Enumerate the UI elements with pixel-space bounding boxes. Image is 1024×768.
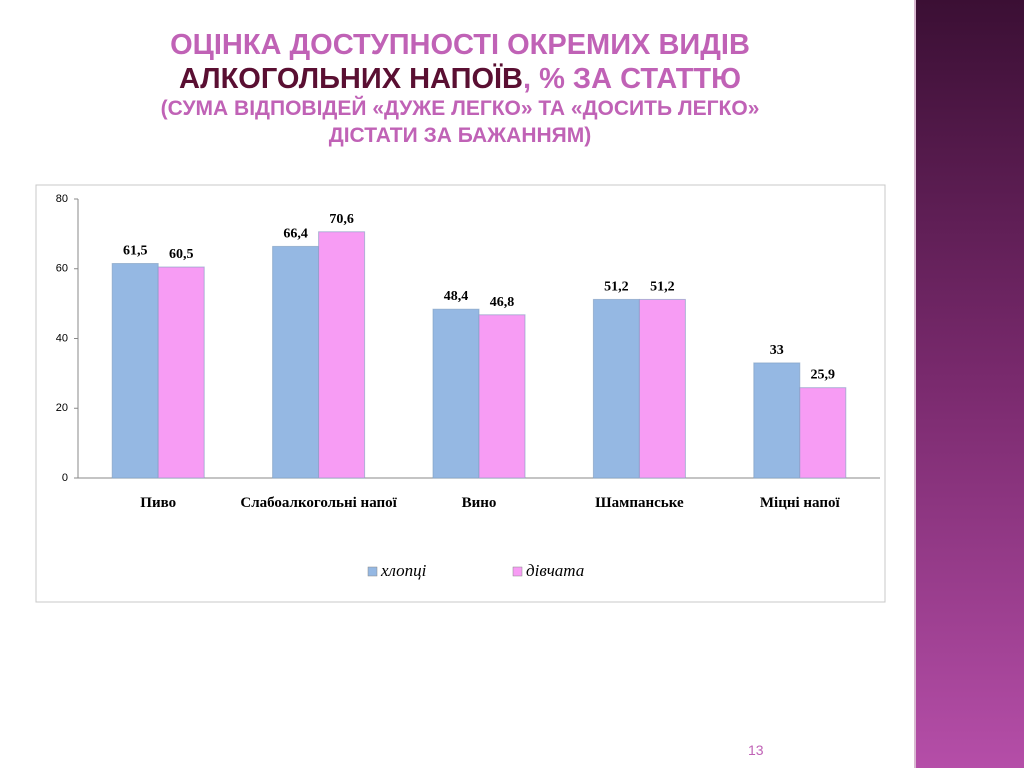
x-tick-label: Вино	[461, 495, 497, 511]
bar	[753, 362, 801, 479]
x-tick-label-box: Шампанське	[595, 495, 684, 511]
title-line: ОЦІНКА ДОСТУПНОСТІ ОКРЕМИХ ВИДІВ	[170, 29, 750, 61]
title-part: , % ЗА СТАТТЮ	[522, 63, 742, 96]
bar	[111, 263, 159, 479]
data-label: 25,9	[811, 368, 836, 383]
legend-label: дівчата	[526, 561, 584, 580]
data-label: 66,4	[283, 226, 308, 241]
bar	[432, 308, 480, 479]
chart: 0 20 40 60 80 Пиво 61,5 60,5 Слабоалкогольні нап…	[35, 184, 886, 603]
legend-swatch	[512, 566, 523, 577]
bar	[272, 245, 320, 479]
data-label: 48,4	[444, 289, 469, 304]
x-tick-label-box: Міцні напої	[759, 495, 840, 511]
bar	[478, 314, 526, 479]
y-tick-label: 40	[56, 332, 68, 344]
x-tick-label: Міцні напої	[759, 495, 840, 511]
data-label: 33	[770, 343, 784, 358]
data-label: 60,5	[169, 247, 194, 262]
data-label: 46,8	[490, 295, 515, 310]
y-tick-label: 0	[62, 472, 68, 484]
x-tick-label: Слабоалкогольні напої	[240, 495, 397, 511]
title: ОЦІНКА ДОСТУПНОСТІ ОКРЕМИХ ВИДІВ АЛКОГОЛ…	[60, 28, 860, 149]
title-line: АЛКОГОЛЬНИХ НАПОЇВ, % ЗА СТАТТЮ	[60, 62, 860, 96]
legend-label: хлопці	[380, 561, 427, 580]
x-tick-label: Пиво	[140, 495, 177, 511]
subtitle-line: ДІСТАТИ ЗА БАЖАННЯМ)	[328, 123, 592, 147]
y-tick-label: 80	[56, 193, 68, 205]
x-tick-label: Шампанське	[595, 495, 684, 511]
legend-swatch	[367, 566, 378, 577]
data-label: 61,5	[123, 244, 148, 259]
x-tick-label-box: Слабоалкогольні напої	[240, 495, 397, 511]
x-tick-label-box: Пиво	[140, 495, 177, 511]
side-strip	[914, 0, 1024, 768]
data-label: 51,2	[604, 279, 629, 294]
subtitle-line: (СУМА ВІДПОВІДЕЙ «ДУЖЕ ЛЕГКО» ТА «ДОСИТЬ…	[160, 97, 760, 121]
data-label: 51,2	[650, 279, 675, 294]
bar	[318, 231, 366, 479]
bar	[157, 266, 205, 479]
bar	[592, 298, 640, 479]
slide-number: 13	[748, 742, 764, 758]
bar	[638, 298, 686, 479]
x-tick-label-box: Вино	[461, 495, 497, 511]
title-part: АЛКОГОЛЬНИХ НАПОЇВ	[178, 63, 523, 96]
y-tick-label: 60	[56, 263, 68, 275]
data-label: 70,6	[329, 212, 354, 227]
bar	[799, 387, 847, 479]
y-tick-label: 20	[56, 402, 68, 414]
